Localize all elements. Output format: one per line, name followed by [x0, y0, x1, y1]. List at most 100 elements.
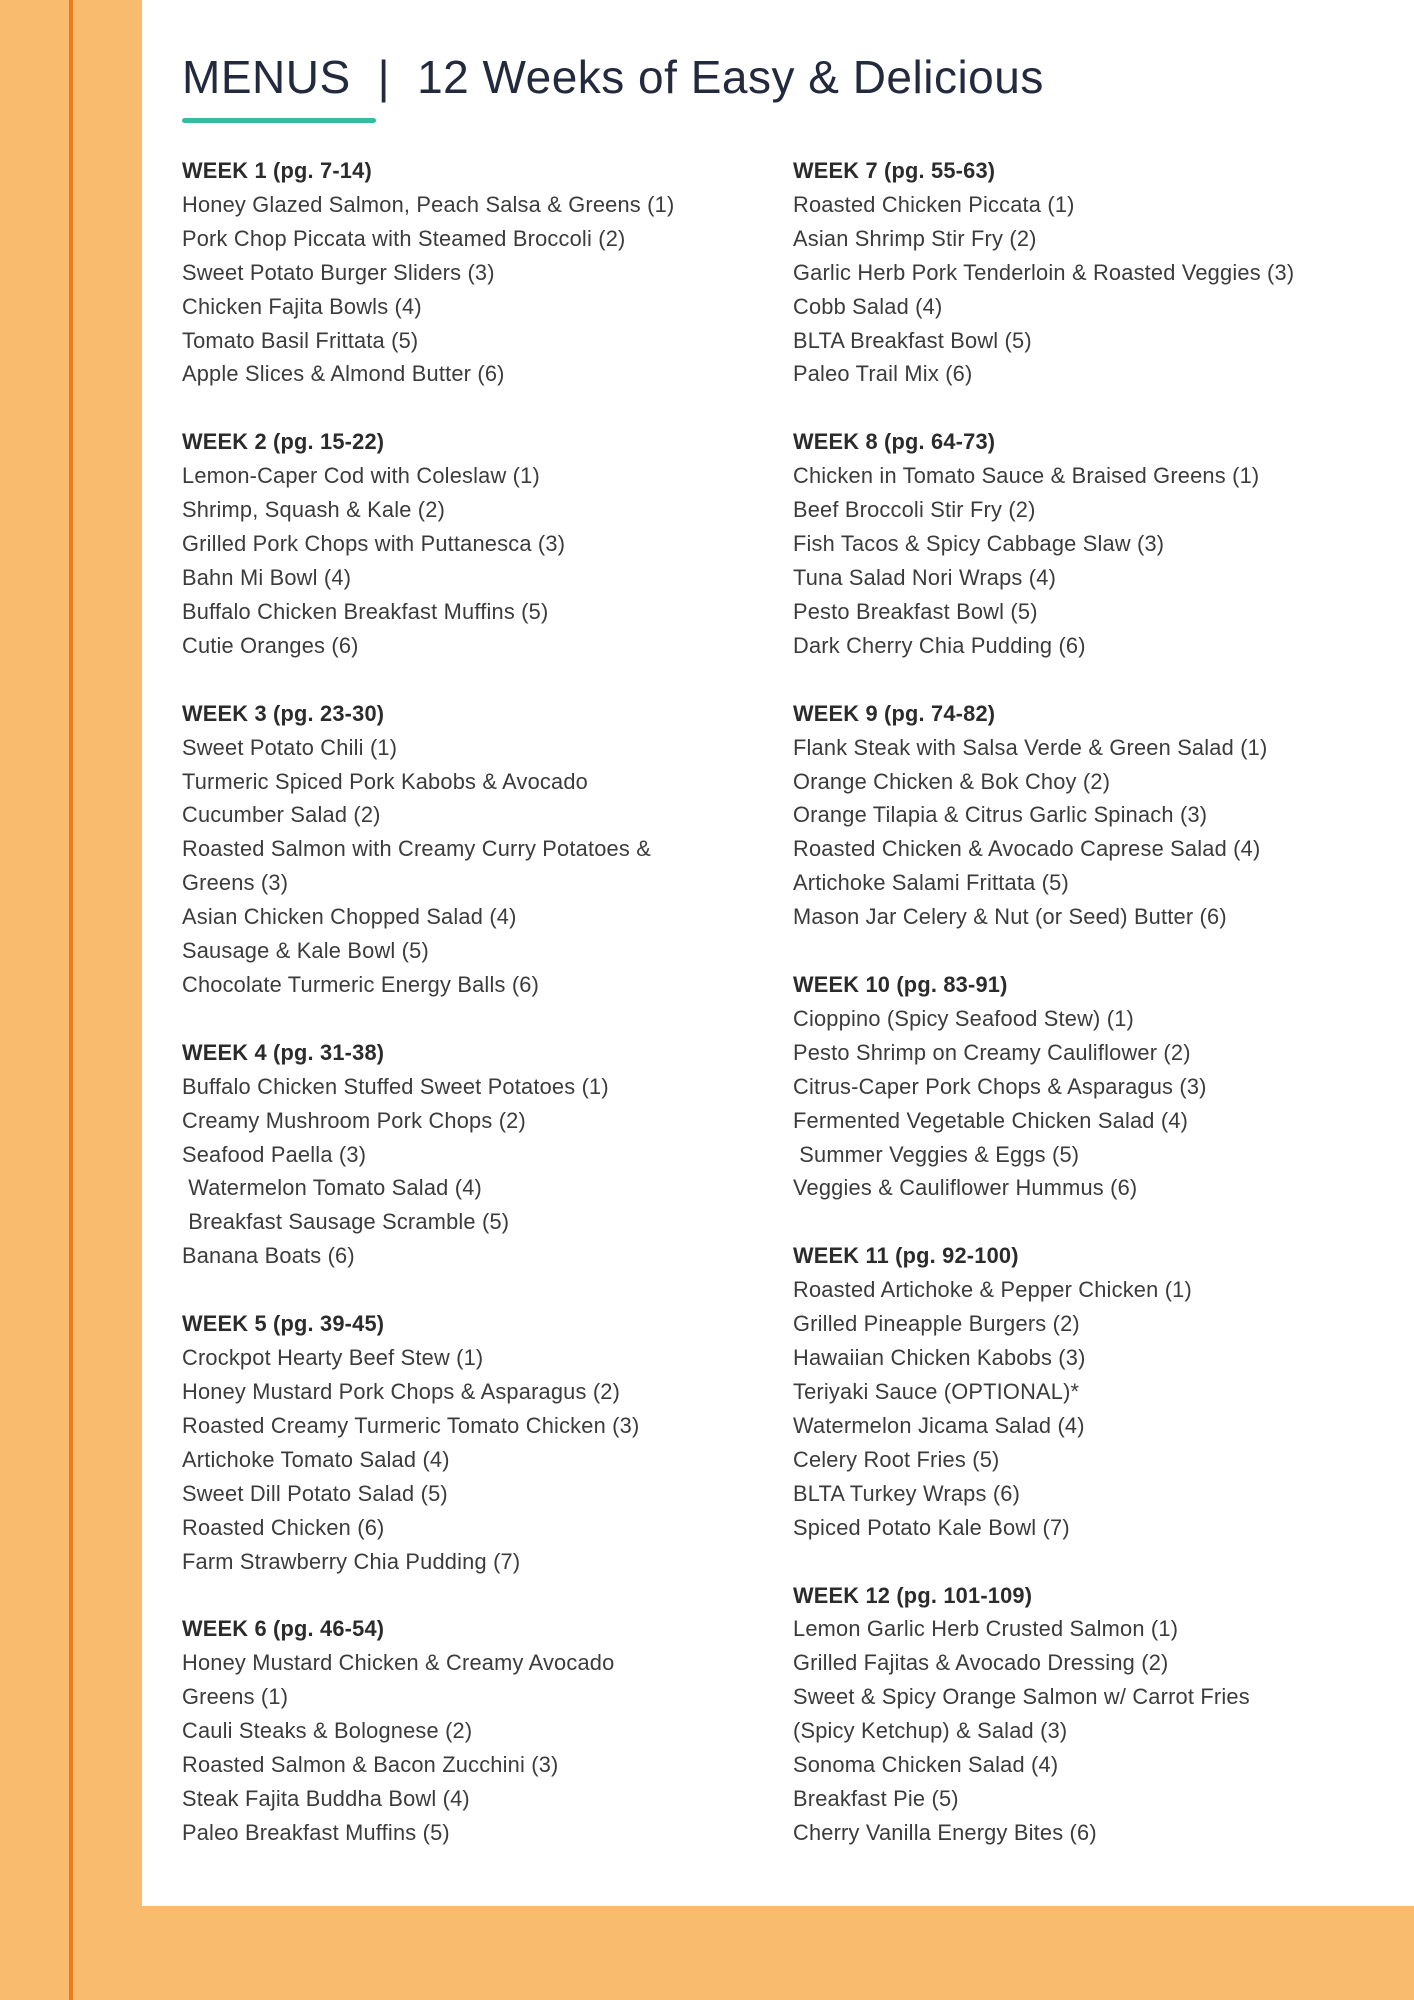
menu-item-line: Asian Chicken Chopped Salad (4) — [182, 904, 517, 930]
menu-item-line: Teriyaki Sauce (OPTIONAL)* — [793, 1379, 1080, 1404]
title-subtitle: 12 Weeks of Easy & Delicious — [417, 51, 1044, 103]
menu-item-line: Grilled Pork Chops with Puttanesca (3) — [182, 531, 566, 557]
menu-item-line: Apple Slices & Almond Butter (6) — [182, 361, 505, 387]
menu-item-line: Breakfast Sausage Scramble (5) — [182, 1209, 510, 1235]
week-header: WEEK 11 (pg. 92-100) — [793, 1243, 1019, 1269]
menu-item-line: Flank Steak with Salsa Verde & Green Sal… — [793, 734, 1268, 760]
menu-item-line: Greens (3) — [182, 870, 289, 896]
menu-item-line: Cherry Vanilla Energy Bites (6) — [793, 1819, 1097, 1845]
week-block: WEEK 12 (pg. 101-109) Lemon Garlic Herb C… — [793, 1579, 1294, 1850]
menu-item-line: Veggies & Cauliflower Hummus (6) — [793, 1175, 1138, 1201]
menu-item-line: Orange Chicken & Bok Choy (2) — [793, 768, 1111, 794]
sidebar-accent-line — [69, 0, 73, 2000]
menu-item-line: Shrimp, Squash & Kale (2) — [182, 497, 446, 523]
menu-item-line: Roasted Artichoke & Pepper Chicken (1) — [793, 1277, 1192, 1303]
menu-item-line: Roasted Creamy Turmeric Tomato Chicken (… — [182, 1412, 640, 1438]
menu-item-line: Creamy Mushroom Pork Chops (2) — [182, 1107, 526, 1133]
menu-item-line: Buffalo Chicken Breakfast Muffins (5) — [182, 598, 549, 624]
week-block: WEEK 4 (pg. 31-38) Buffalo Chicken Stuffe… — [182, 1036, 674, 1273]
title-underline — [182, 118, 376, 123]
menu-item-line: Pesto Shrimp on Creamy Cauliflower (2) — [793, 1039, 1191, 1065]
menu-item-line: Lemon-Caper Cod with Coleslaw (1) — [182, 463, 540, 489]
menu-item-line: Cutie Oranges (6) — [182, 632, 359, 658]
title-menus-label: MENUS — [182, 51, 351, 103]
week-header: WEEK 1 (pg. 7-14) — [182, 158, 372, 183]
menu-item-line: Garlic Herb Pork Tenderloin & Roasted Ve… — [793, 259, 1295, 285]
menu-item-line: Paleo Trail Mix (6) — [793, 361, 973, 387]
menu-item-line: Buffalo Chicken Stuffed Sweet Potatoes (… — [182, 1073, 609, 1099]
menu-item-line: Banana Boats (6) — [182, 1243, 355, 1269]
week-block: WEEK 7 (pg. 55-63) Roasted Chicken Piccat… — [793, 154, 1294, 391]
menu-item-line: Cioppino (Spicy Seafood Stew) (1) — [793, 1005, 1134, 1031]
week-block: WEEK 8 (pg. 64-73) Chicken in Tomato Sauc… — [793, 425, 1294, 662]
menu-item-line: Cucumber Salad (2) — [182, 802, 381, 828]
menu-item-line: Roasted Chicken (6) — [182, 1514, 385, 1540]
menu-item-line: Roasted Salmon & Bacon Zucchini (3) — [182, 1752, 559, 1778]
menu-item-line: Cobb Salad (4) — [793, 293, 943, 319]
column-left: WEEK 1 (pg. 7-14) Honey Glazed Salmon, Pe… — [182, 154, 674, 1850]
menu-item-line: Cauli Steaks & Bolognese (2) — [182, 1718, 473, 1744]
week-header: WEEK 3 (pg. 23-30) — [182, 700, 385, 726]
week-block: WEEK 10 (pg. 83-91) Cioppino (Spicy Seafo… — [793, 968, 1294, 1205]
week-header: WEEK 9 (pg. 74-82) — [793, 700, 996, 726]
menu-item-line: Watermelon Jicama Salad (4) — [793, 1412, 1085, 1438]
menu-item-line: Fermented Vegetable Chicken Salad (4) — [793, 1107, 1189, 1133]
week-header: WEEK 12 (pg. 101-109) — [793, 1582, 1033, 1608]
menu-item-line: Roasted Chicken & Avocado Caprese Salad … — [793, 836, 1261, 862]
week-header: WEEK 8 (pg. 64-73) — [793, 429, 996, 455]
menu-item-line: Chocolate Turmeric Energy Balls (6) — [182, 971, 540, 997]
menu-item-line: Seafood Paella (3) — [182, 1141, 367, 1167]
column-right: WEEK 7 (pg. 55-63) Roasted Chicken Piccat… — [793, 154, 1294, 1850]
week-header: WEEK 2 (pg. 15-22) — [182, 429, 385, 455]
menu-item-line: Pork Chop Piccata with Steamed Broccoli … — [182, 225, 626, 251]
week-block: WEEK 5 (pg. 39-45) Crockpot Hearty Beef S… — [182, 1307, 674, 1578]
menu-item-line: Beef Broccoli Stir Fry (2) — [793, 497, 1036, 523]
menu-item-line: Bahn Mi Bowl (4) — [182, 564, 352, 590]
menu-item-line: Celery Root Fries (5) — [793, 1446, 1000, 1472]
week-header: WEEK 4 (pg. 31-38) — [182, 1039, 385, 1065]
week-block: WEEK 9 (pg. 74-82) Flank Steak with Salsa… — [793, 697, 1294, 934]
menu-item-line: Chicken Fajita Bowls (4) — [182, 293, 422, 319]
menu-item-line: Spiced Potato Kale Bowl (7) — [793, 1514, 1070, 1540]
page-title: MENUS | 12 Weeks of Easy & Delicious — [182, 52, 1044, 103]
menu-item-line: Honey Mustard Chicken & Creamy Avocado — [182, 1650, 615, 1676]
menu-item-line: Sweet Potato Burger Sliders (3) — [182, 259, 495, 285]
menu-item-line: Steak Fajita Buddha Bowl (4) — [182, 1785, 470, 1811]
menu-item-line: Artichoke Tomato Salad (4) — [182, 1446, 450, 1472]
week-block: WEEK 6 (pg. 46-54) Honey Mustard Chicken … — [182, 1612, 674, 1849]
menu-item-line: Farm Strawberry Chia Pudding (7) — [182, 1548, 521, 1574]
menu-item-line: Citrus-Caper Pork Chops & Asparagus (3) — [793, 1073, 1207, 1099]
menu-item-line: Summer Veggies & Eggs (5) — [793, 1141, 1080, 1167]
menu-item-line: Watermelon Tomato Salad (4) — [182, 1175, 482, 1201]
menu-item-line: Greens (1) — [182, 1684, 289, 1710]
menu-item-line: Crockpot Hearty Beef Stew (1) — [182, 1345, 484, 1371]
menu-item-line: Chicken in Tomato Sauce & Braised Greens… — [793, 463, 1260, 489]
week-header: WEEK 5 (pg. 39-45) — [182, 1311, 385, 1337]
menu-item-line: Mason Jar Celery & Nut (or Seed) Butter … — [793, 904, 1227, 930]
week-header: WEEK 7 (pg. 55-63) — [793, 158, 996, 183]
menu-item-line: Hawaiian Chicken Kabobs (3) — [793, 1345, 1086, 1371]
menu-item-line: BLTA Breakfast Bowl (5) — [793, 327, 1032, 353]
menu-item-line: Sweet Potato Chili (1) — [182, 734, 398, 760]
menu-item-line: Grilled Pineapple Burgers (2) — [793, 1311, 1080, 1337]
menu-item-line: Pesto Breakfast Bowl (5) — [793, 598, 1038, 624]
menu-item-line: Sweet Dill Potato Salad (5) — [182, 1480, 448, 1506]
menu-item-line: Tomato Basil Frittata (5) — [182, 327, 419, 353]
menu-item-line: Roasted Salmon with Creamy Curry Potatoe… — [182, 836, 651, 862]
week-block: WEEK 1 (pg. 7-14) Honey Glazed Salmon, Pe… — [182, 154, 674, 391]
menu-item-line: Paleo Breakfast Muffins (5) — [182, 1819, 450, 1845]
menu-item-line: Sausage & Kale Bowl (5) — [182, 938, 429, 964]
menu-item-line: Roasted Chicken Piccata (1) — [793, 191, 1075, 217]
week-block: WEEK 2 (pg. 15-22) Lemon-Caper Cod with C… — [182, 425, 674, 662]
week-block: WEEK 11 (pg. 92-100) Roasted Artichoke & … — [793, 1239, 1294, 1544]
menu-item-line: Honey Glazed Salmon, Peach Salsa & Green… — [182, 191, 675, 217]
menu-item-line: Fish Tacos & Spicy Cabbage Slaw (3) — [793, 531, 1165, 557]
menu-item-line: Turmeric Spiced Pork Kabobs & Avocado — [182, 768, 589, 794]
title-separator: | — [377, 51, 391, 103]
menu-item-line: Orange Tilapia & Citrus Garlic Spinach (… — [793, 802, 1208, 828]
menu-item-line: (Spicy Ketchup) & Salad (3) — [793, 1718, 1068, 1744]
content-panel: MENUS | 12 Weeks of Easy & Delicious WEEK … — [142, 0, 1414, 1906]
menu-item-line: Lemon Garlic Herb Crusted Salmon (1) — [793, 1616, 1179, 1642]
menu-item-line: BLTA Turkey Wraps (6) — [793, 1480, 1021, 1506]
